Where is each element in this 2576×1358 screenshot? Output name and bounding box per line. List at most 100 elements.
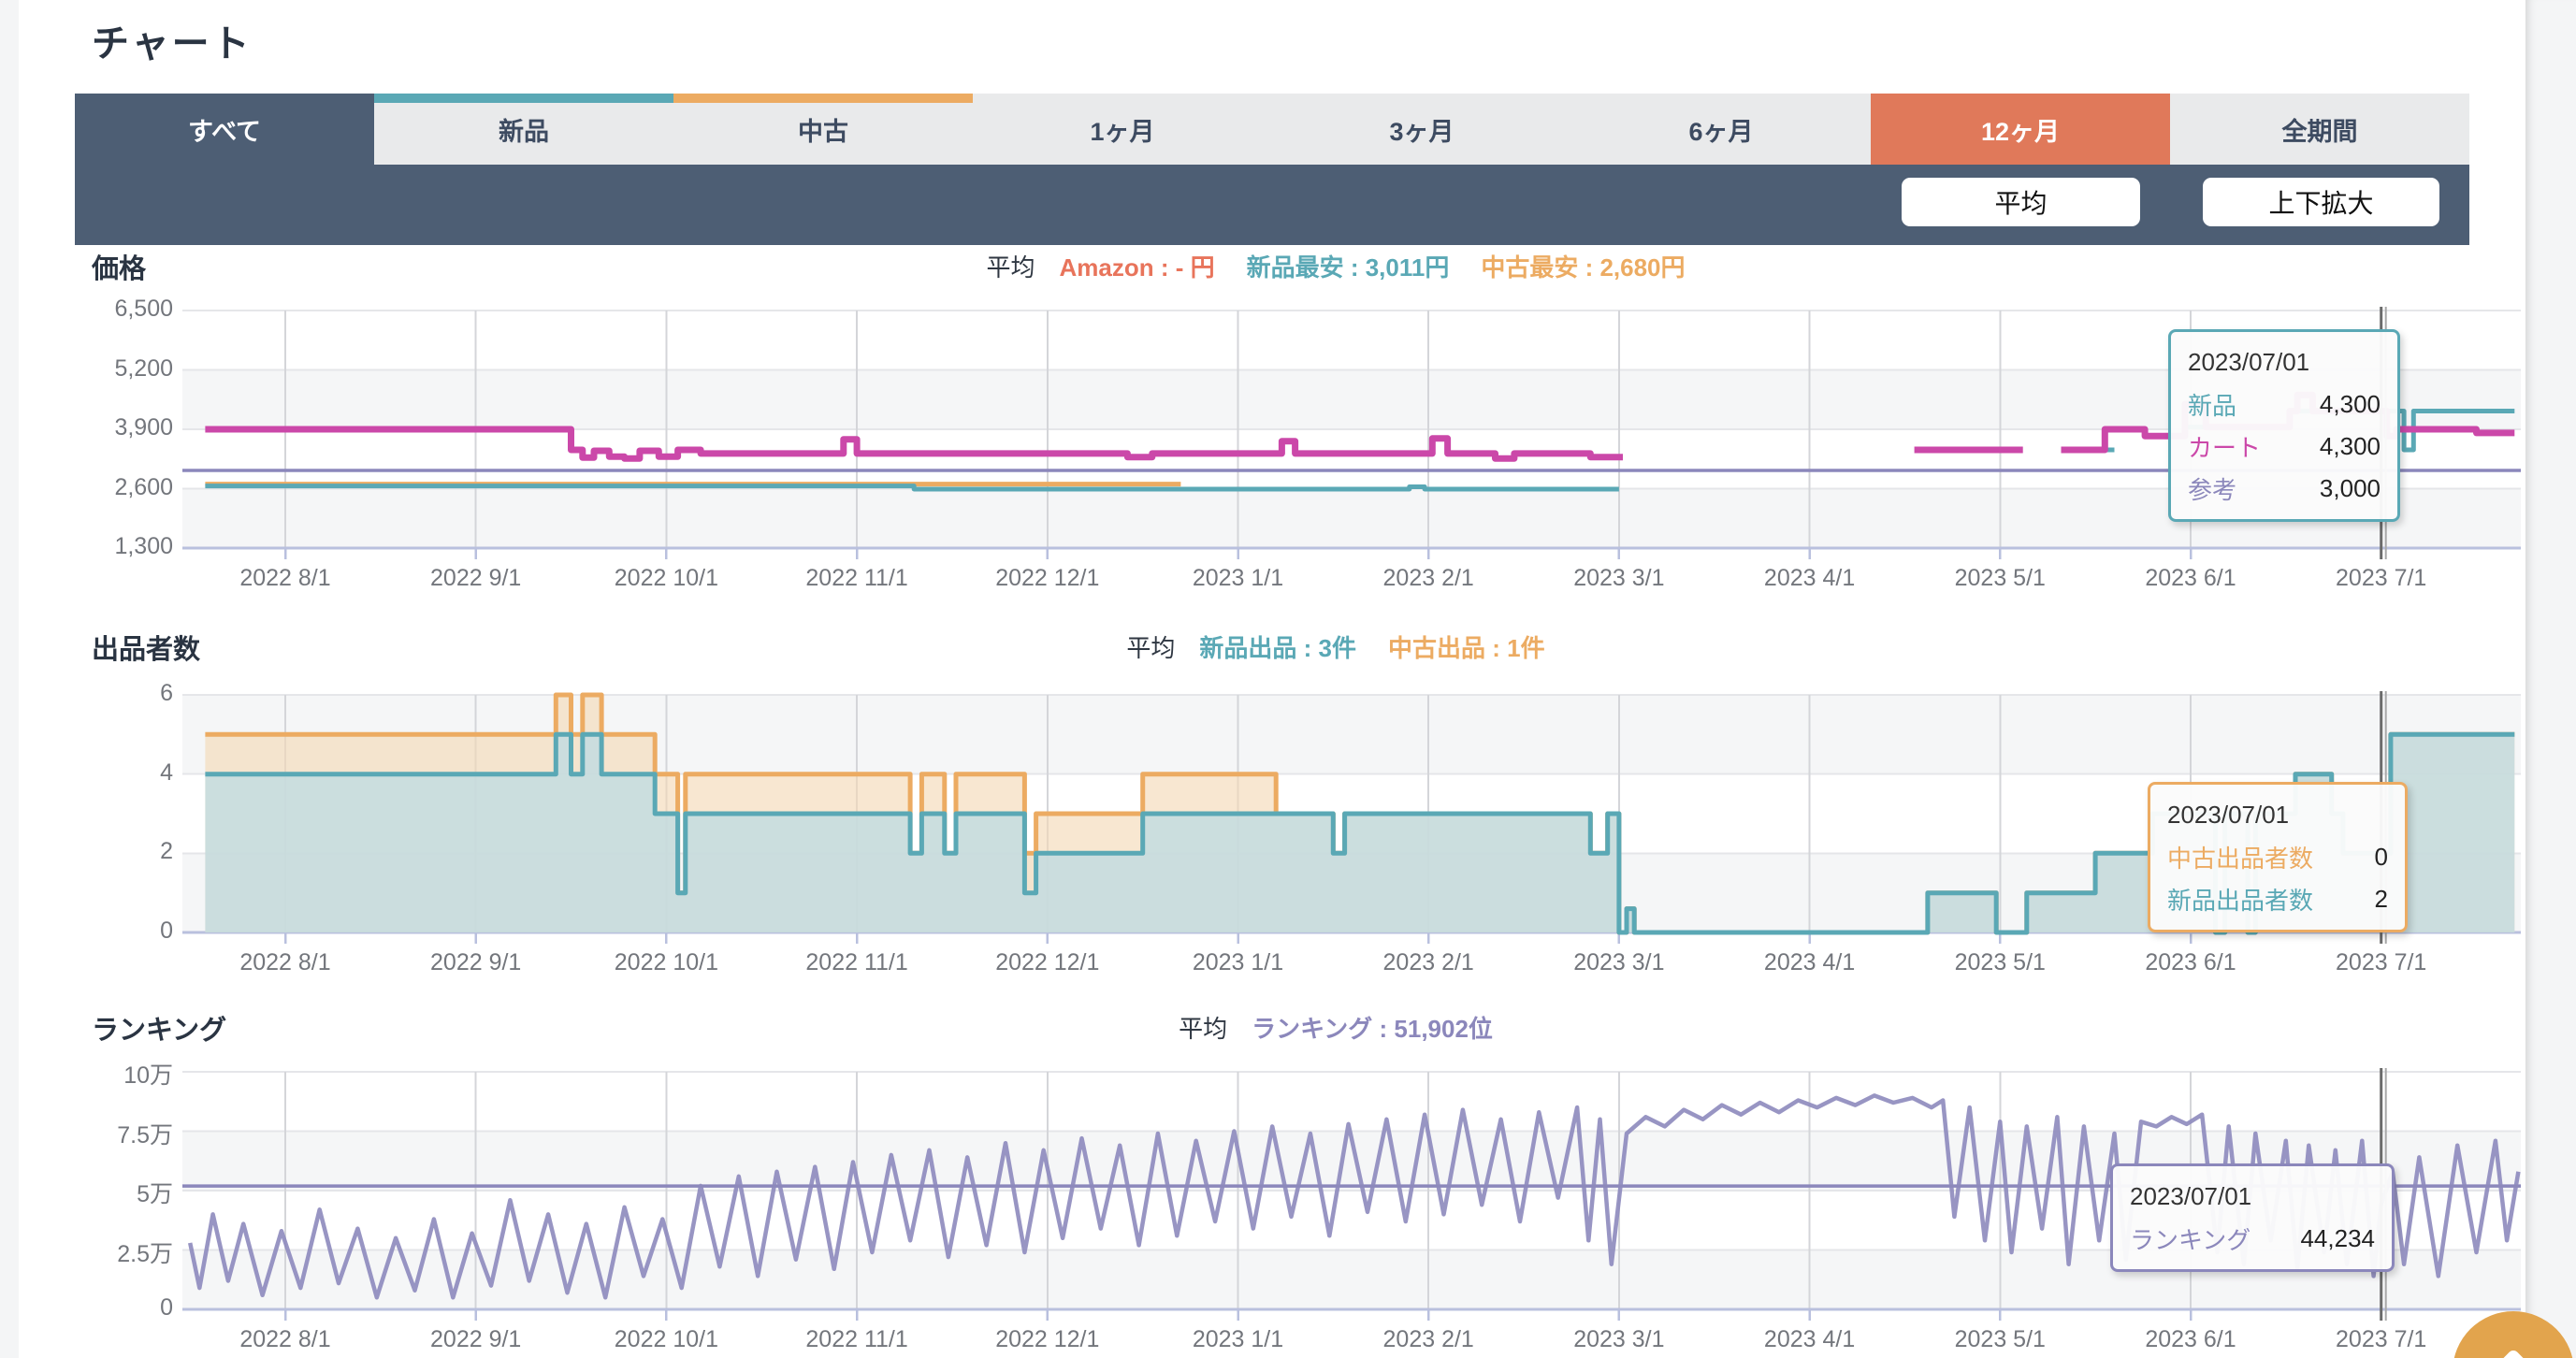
ranking-x-tick-label: 2022 9/1 xyxy=(430,1326,522,1352)
sellers-x-tick-label: 2023 6/1 xyxy=(2145,949,2236,975)
price-y-tick-label: 2,600 xyxy=(114,473,173,500)
sellers-x-tick-label: 2023 7/1 xyxy=(2336,949,2427,975)
tooltip-series-label: 新品出品者数 xyxy=(2167,887,2314,915)
tab-1ヶ月[interactable]: 1ヶ月 xyxy=(973,94,1272,165)
price-x-tick-label: 2022 9/1 xyxy=(430,565,522,591)
ranking-x-tick-label: 2023 4/1 xyxy=(1763,1326,1856,1352)
tab-accent-strip xyxy=(374,94,673,103)
price-x-tick-label: 2022 8/1 xyxy=(239,565,331,591)
price-x-tick-label: 2023 6/1 xyxy=(2145,565,2236,591)
ranking-x-tick-label: 2022 12/1 xyxy=(995,1326,1100,1352)
tab-bar: すべて 新品 中古 1ヶ月 3ヶ月 6ヶ月 12ヶ月 全期間 平均 上下拡大 xyxy=(75,94,2469,245)
tab-新品[interactable]: 新品 xyxy=(374,94,673,165)
ranking-x-tick-label: 2023 1/1 xyxy=(1192,1326,1284,1352)
expand-button[interactable]: 上下拡大 xyxy=(2203,178,2439,226)
tooltip-series-value: 3,000 xyxy=(2319,474,2381,502)
tab-中古[interactable]: 中古 xyxy=(673,94,973,165)
cart-price-series xyxy=(205,426,1623,462)
sellers-tooltip: 2023/07/01 中古出品者数 0 新品出品者数 2 xyxy=(2148,782,2408,932)
ranking-x-tick-label: 2023 5/1 xyxy=(1954,1326,2046,1352)
tab-3ヶ月[interactable]: 3ヶ月 xyxy=(1272,94,1571,165)
tooltip-series-label: 参考 xyxy=(2188,476,2237,504)
tooltip-series-label: ランキング xyxy=(2130,1226,2251,1254)
tab-すべて[interactable]: すべて xyxy=(75,94,374,165)
right-page-margin[interactable] xyxy=(2525,0,2576,1358)
tooltip-series-value: 4,300 xyxy=(2319,390,2381,418)
price-x-tick-label: 2023 1/1 xyxy=(1192,565,1284,591)
ranking-y-tick-label: 0 xyxy=(160,1294,173,1321)
tab-label: 中古 xyxy=(798,117,848,146)
price-y-tick-label: 3,900 xyxy=(114,414,173,441)
sellers-x-tick-label: 2022 10/1 xyxy=(614,949,718,975)
tooltip-series-label: 中古出品者数 xyxy=(2167,845,2314,873)
new-price-series xyxy=(205,484,1619,492)
ranking-chart-title: ランキング xyxy=(92,1016,227,1046)
price-x-tick-label: 2023 7/1 xyxy=(2336,565,2427,591)
tab-label: 6ヶ月 xyxy=(1688,117,1754,146)
ranking-x-tick-label: 2022 11/1 xyxy=(805,1326,908,1352)
price-plot[interactable] xyxy=(182,307,2521,559)
tooltip-date: 2023/07/01 xyxy=(2167,801,2290,829)
average-button[interactable]: 平均 xyxy=(1902,178,2140,226)
scroll-top-button[interactable] xyxy=(2453,1311,2574,1358)
sellers-x-tick-label: 2023 1/1 xyxy=(1192,949,1284,975)
price-x-tick-label: 2022 12/1 xyxy=(995,565,1100,591)
left-page-margin xyxy=(0,0,19,1358)
sellers-x-tick-label: 2022 9/1 xyxy=(430,949,522,975)
price-x-tick-label: 2023 2/1 xyxy=(1382,565,1474,591)
legend-item: 中古最安 : 2,680円 xyxy=(1481,253,1686,282)
tooltip-series-label: カート xyxy=(2188,434,2262,462)
tab-12ヶ月[interactable]: 12ヶ月 xyxy=(1871,94,2170,165)
legend-item: 新品最安 : 3,011円 xyxy=(1246,253,1450,282)
tooltip-date: 2023/07/01 xyxy=(2130,1182,2252,1210)
sellers-x-tick-label: 2022 12/1 xyxy=(995,949,1100,975)
tab-label: 1ヶ月 xyxy=(1090,117,1155,146)
legend-average-label: 平均 xyxy=(986,253,1035,282)
price-chart-title: 価格 xyxy=(92,254,147,284)
tooltip-series-value: 2 xyxy=(2374,885,2388,913)
tab-accent-strip xyxy=(673,94,973,103)
legend-average-label: 平均 xyxy=(1179,1015,1228,1043)
sales-rank-series xyxy=(187,1093,2521,1300)
ranking-y-tick-label: 7.5万 xyxy=(117,1121,173,1149)
ranking-x-tick-label: 2023 7/1 xyxy=(2336,1326,2427,1352)
tab-label: 新品 xyxy=(499,117,549,146)
sellers-chart-title: 出品者数 xyxy=(92,635,201,665)
legend-item: Amazon : - 円 xyxy=(1059,253,1215,282)
toolbar: 平均 上下拡大 xyxy=(75,165,2469,245)
tooltip-date: 2023/07/01 xyxy=(2188,348,2310,376)
price-y-tick-label: 5,200 xyxy=(114,354,173,382)
sellers-x-tick-label: 2023 3/1 xyxy=(1573,949,1665,975)
tab-label: 12ヶ月 xyxy=(1980,117,2061,146)
sellers-x-tick-label: 2023 2/1 xyxy=(1382,949,1474,975)
price-tooltip: 2023/07/01 新品 4,300 カート 4,300 参考 3,000 xyxy=(2168,329,2400,522)
ranking-tooltip: 2023/07/01 ランキング 44,234 xyxy=(2110,1163,2395,1272)
tooltip-series-value: 44,234 xyxy=(2300,1224,2375,1252)
ranking-legend: 平均 ランキング : 51,902位 xyxy=(182,1010,2521,1045)
price-x-tick-label: 2022 11/1 xyxy=(805,565,908,591)
tooltip-series-value: 4,300 xyxy=(2319,432,2381,460)
sellers-x-tick-label: 2022 8/1 xyxy=(239,949,331,975)
sellers-plot[interactable] xyxy=(182,691,2521,944)
price-x-tick-label: 2022 10/1 xyxy=(614,565,718,591)
tab-6ヶ月[interactable]: 6ヶ月 xyxy=(1571,94,1871,165)
ranking-x-tick-label: 2022 10/1 xyxy=(614,1326,718,1352)
legend-item: 新品出品 : 3件 xyxy=(1199,634,1356,662)
legend-average-label: 平均 xyxy=(1126,634,1176,662)
ranking-x-tick-label: 2023 3/1 xyxy=(1573,1326,1665,1352)
tab-label: 全期間 xyxy=(2281,117,2358,146)
sellers-x-tick-label: 2022 11/1 xyxy=(805,949,908,975)
price-y-tick-label: 1,300 xyxy=(114,533,173,559)
tooltip-series-label: 新品 xyxy=(2188,392,2237,420)
sellers-y-tick-label: 2 xyxy=(160,838,173,865)
page-title: チャート xyxy=(92,23,253,65)
legend-item: ランキング : 51,902位 xyxy=(1252,1015,1493,1043)
chevron-up-icon xyxy=(2503,1350,2524,1358)
sellers-y-tick-label: 4 xyxy=(160,758,173,786)
price-x-tick-label: 2023 5/1 xyxy=(1954,565,2046,591)
sellers-x-tick-label: 2023 5/1 xyxy=(1954,949,2046,975)
tab-全期間[interactable]: 全期間 xyxy=(2170,94,2469,165)
tooltip-series-value: 0 xyxy=(2374,843,2388,871)
price-x-tick-label: 2023 3/1 xyxy=(1573,565,1665,591)
